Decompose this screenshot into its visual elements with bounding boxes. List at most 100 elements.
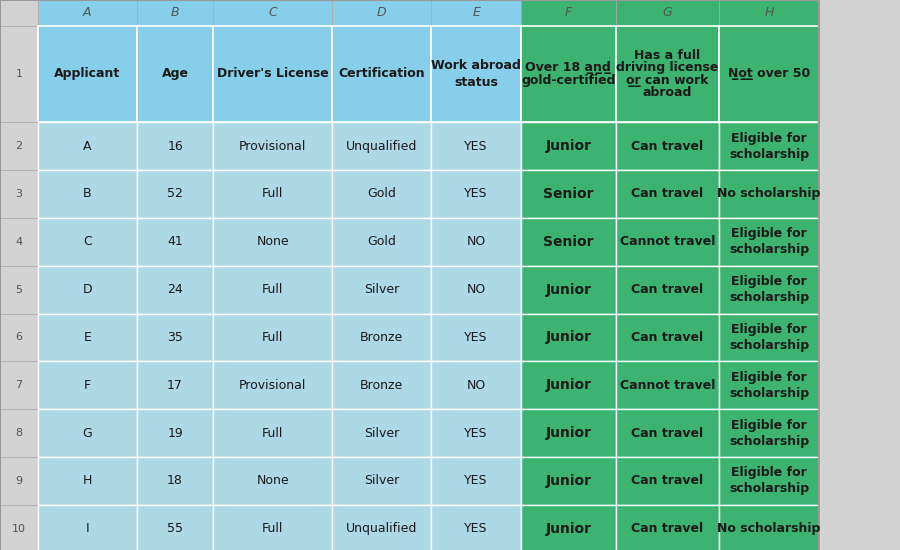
Text: Eligible for
scholarship: Eligible for scholarship (729, 419, 809, 448)
Bar (213, 505, 332, 550)
Bar (137, 122, 213, 170)
Text: 1: 1 (15, 69, 22, 79)
Bar (213, 218, 332, 266)
Text: 35: 35 (167, 331, 183, 344)
Bar (213, 457, 332, 505)
Bar (0, 0, 38, 26)
Text: gold-certified: gold-certified (521, 74, 616, 86)
Bar (616, 0, 719, 26)
Bar (137, 266, 213, 313)
Text: Full: Full (262, 188, 284, 200)
Text: E: E (472, 7, 480, 19)
Text: 18: 18 (167, 475, 183, 487)
Bar (0, 314, 38, 361)
Text: B: B (171, 7, 179, 19)
Text: Silver: Silver (364, 283, 400, 296)
Text: 8: 8 (15, 428, 22, 438)
Text: Has a full: Has a full (634, 50, 700, 62)
Bar (213, 361, 332, 409)
Bar (213, 170, 332, 218)
Bar (38, 361, 137, 409)
Bar (521, 122, 616, 170)
Text: Cannot travel: Cannot travel (620, 235, 715, 248)
Text: None: None (256, 235, 289, 248)
Text: Eligible for
scholarship: Eligible for scholarship (729, 227, 809, 256)
Text: Silver: Silver (364, 427, 400, 439)
Text: Can travel: Can travel (631, 188, 704, 200)
Text: Senior: Senior (543, 187, 594, 201)
Text: 55: 55 (167, 522, 183, 535)
Text: YES: YES (464, 427, 488, 439)
Text: Can travel: Can travel (631, 331, 704, 344)
Text: YES: YES (464, 140, 488, 152)
Text: YES: YES (464, 522, 488, 535)
Text: 17: 17 (167, 379, 183, 392)
Text: No scholarship: No scholarship (717, 522, 821, 535)
Bar (137, 218, 213, 266)
Bar (137, 170, 213, 218)
Text: 41: 41 (167, 235, 183, 248)
Text: Bronze: Bronze (360, 379, 403, 392)
Bar (38, 457, 137, 505)
Bar (38, 409, 137, 457)
Bar (431, 266, 521, 313)
Text: Full: Full (262, 522, 284, 535)
Bar (431, 457, 521, 505)
Bar (616, 505, 719, 550)
Bar (332, 170, 431, 218)
Bar (332, 122, 431, 170)
Text: Can travel: Can travel (631, 140, 704, 152)
Text: 10: 10 (12, 524, 26, 534)
Bar (719, 26, 819, 122)
Bar (431, 409, 521, 457)
Text: 5: 5 (15, 284, 22, 295)
Bar (431, 122, 521, 170)
Bar (38, 26, 137, 122)
Text: C: C (83, 235, 92, 248)
Text: Full: Full (262, 427, 284, 439)
Bar (38, 266, 137, 313)
Bar (0, 122, 38, 170)
Bar (431, 314, 521, 361)
Bar (137, 457, 213, 505)
Text: Provisional: Provisional (239, 140, 306, 152)
Bar (521, 218, 616, 266)
Bar (719, 0, 819, 26)
Text: Silver: Silver (364, 475, 400, 487)
Text: Full: Full (262, 331, 284, 344)
Bar (213, 314, 332, 361)
Text: D: D (377, 7, 386, 19)
Bar (332, 218, 431, 266)
Bar (719, 505, 819, 550)
Text: Eligible for
scholarship: Eligible for scholarship (729, 466, 809, 496)
Bar (719, 170, 819, 218)
Text: 7: 7 (15, 380, 22, 390)
Bar (521, 170, 616, 218)
Bar (0, 457, 38, 505)
Bar (0, 361, 38, 409)
Bar (38, 122, 137, 170)
Text: C: C (268, 7, 277, 19)
Text: Full: Full (262, 283, 284, 296)
Bar (332, 457, 431, 505)
Text: 16: 16 (167, 140, 183, 152)
Text: E: E (84, 331, 91, 344)
Text: Driver's License: Driver's License (217, 68, 328, 80)
Text: F: F (564, 7, 572, 19)
Text: F: F (84, 379, 91, 392)
Text: driving license: driving license (616, 62, 718, 74)
Text: Can travel: Can travel (631, 427, 704, 439)
Bar (616, 409, 719, 457)
Text: 24: 24 (167, 283, 183, 296)
Bar (521, 314, 616, 361)
Text: I: I (86, 522, 89, 535)
Bar (0, 266, 38, 313)
Bar (719, 314, 819, 361)
Text: Eligible for
scholarship: Eligible for scholarship (729, 131, 809, 161)
Text: Gold: Gold (367, 188, 396, 200)
Text: Can travel: Can travel (631, 475, 704, 487)
Text: YES: YES (464, 331, 488, 344)
Text: No scholarship: No scholarship (717, 188, 821, 200)
Text: Eligible for
scholarship: Eligible for scholarship (729, 371, 809, 400)
Bar (38, 314, 137, 361)
